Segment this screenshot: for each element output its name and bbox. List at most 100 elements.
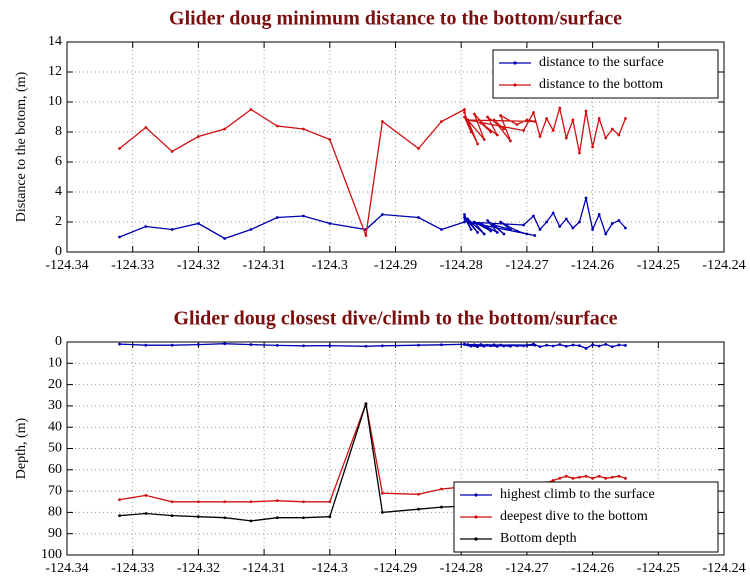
legend-marker	[474, 493, 478, 497]
plot-frame	[66, 341, 725, 556]
point	[571, 343, 575, 347]
point	[170, 228, 174, 231]
point	[472, 343, 476, 347]
point	[502, 127, 506, 131]
point	[463, 343, 466, 346]
point	[249, 519, 253, 523]
x-tick-label: -124.28	[440, 561, 483, 576]
point	[476, 231, 480, 234]
point	[558, 106, 562, 110]
point	[522, 129, 526, 132]
chart-title: Glider doug closest dive/climb to the bo…	[173, 308, 617, 330]
point	[482, 232, 486, 236]
point	[617, 474, 621, 478]
point	[617, 219, 621, 222]
point	[495, 133, 499, 137]
y-tick-label: 10	[48, 356, 62, 371]
point	[469, 228, 473, 231]
point	[144, 343, 148, 347]
series-line	[119, 343, 626, 350]
point	[584, 196, 588, 200]
point	[417, 492, 420, 496]
point	[591, 228, 594, 231]
point	[610, 127, 614, 131]
legend: highest climb to the surface deepest dive…	[453, 481, 719, 553]
point	[532, 111, 535, 114]
y-tick-label: 30	[48, 398, 62, 413]
point	[545, 220, 549, 224]
point	[223, 500, 227, 504]
point	[380, 344, 384, 348]
point	[275, 499, 279, 503]
point	[472, 112, 476, 116]
series-line	[119, 107, 627, 236]
y-axis-label: Distance to the botom, (m)	[14, 71, 29, 222]
point	[380, 120, 384, 123]
point	[197, 515, 200, 519]
point	[532, 214, 535, 218]
point	[466, 343, 470, 346]
point	[275, 344, 279, 347]
point	[469, 130, 473, 134]
x-tick-label: -124.26	[571, 561, 614, 576]
point	[482, 344, 486, 348]
point	[617, 133, 621, 137]
point	[624, 117, 627, 120]
point	[502, 232, 506, 236]
point	[489, 130, 493, 134]
y-tick-label: 20	[48, 377, 62, 392]
point	[604, 342, 608, 346]
legend-label: deepest dive to the bottom	[500, 509, 648, 524]
point	[522, 344, 526, 348]
legend-label: Bottom depth	[500, 531, 577, 546]
point	[610, 345, 614, 349]
point	[249, 343, 253, 346]
point	[170, 150, 174, 153]
x-tick-label: -124.26	[571, 258, 614, 273]
y-axis-label: Depth, (m)	[14, 417, 29, 479]
point	[466, 118, 470, 122]
point	[144, 493, 148, 497]
point	[564, 217, 568, 221]
point	[538, 228, 542, 231]
point	[492, 343, 496, 347]
point	[597, 344, 601, 348]
point	[624, 344, 627, 347]
point	[328, 344, 332, 348]
point	[275, 516, 279, 520]
point	[617, 343, 621, 347]
point	[249, 108, 253, 111]
point	[495, 345, 499, 348]
point	[499, 114, 503, 117]
point	[509, 139, 512, 143]
y-tick-label: 6	[55, 154, 62, 169]
point	[328, 515, 332, 519]
point	[223, 516, 227, 520]
x-tick-label: -124.25	[637, 561, 680, 576]
legend-label: distance to the surface	[539, 55, 664, 70]
point	[249, 228, 253, 231]
point	[463, 220, 466, 224]
series-line	[119, 197, 626, 240]
point	[571, 118, 575, 122]
y-tick-label: 60	[48, 462, 62, 477]
x-tick-label: -124.33	[111, 258, 154, 273]
point	[364, 402, 368, 406]
point	[525, 344, 529, 347]
point	[564, 344, 568, 348]
legend-marker	[474, 515, 478, 519]
point	[499, 220, 503, 224]
point	[479, 121, 483, 125]
point	[223, 127, 227, 131]
point	[482, 138, 486, 141]
y-tick-label: 12	[48, 64, 62, 79]
point	[223, 237, 227, 240]
point	[463, 216, 466, 219]
point	[492, 118, 496, 122]
point	[302, 344, 305, 348]
point	[170, 514, 174, 517]
point	[302, 500, 305, 504]
legend-marker	[513, 61, 517, 65]
x-tick-label: -124.25	[637, 258, 680, 273]
